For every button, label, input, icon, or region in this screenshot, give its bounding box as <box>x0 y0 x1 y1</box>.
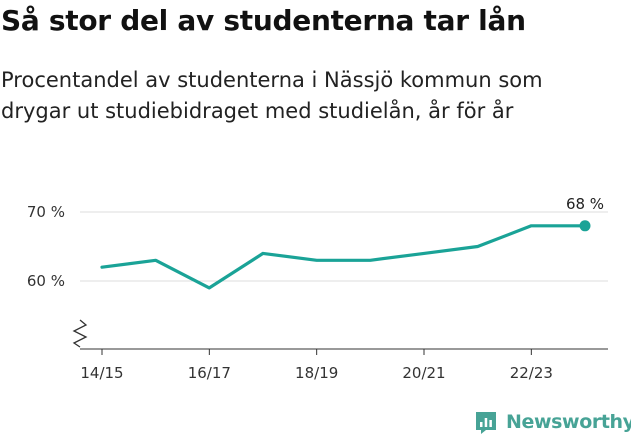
end-value-label: 68 % <box>566 195 604 213</box>
x-tick-label: 22/23 <box>510 364 553 382</box>
line-chart: 60 % 70 % 14/15 16/17 18/19 20/21 22/23 68 % <box>27 195 608 382</box>
subtitle-line-2: drygar ut studiebidraget med studielån, … <box>1 99 514 123</box>
end-point <box>579 220 591 232</box>
series-line <box>100 224 587 290</box>
y-tick-label: 70 % <box>27 203 65 221</box>
chart-title: Så stor del av studenterna tar lån <box>1 4 526 37</box>
brand-name: Newsworthy <box>506 411 631 433</box>
axis-break-icon <box>72 319 88 348</box>
chart-subtitle: Procentandel av studenterna i Nässjö kom… <box>1 65 601 127</box>
x-tick-label: 18/19 <box>295 364 338 382</box>
x-tick-label: 14/15 <box>80 364 123 382</box>
x-tick-label: 16/17 <box>188 364 231 382</box>
brand: Newsworthy <box>474 405 631 439</box>
subtitle-line-1: Procentandel av studenterna i Nässjö kom… <box>1 68 543 92</box>
x-tick-label: 20/21 <box>402 364 445 382</box>
newsworthy-logo-icon <box>476 412 496 434</box>
y-tick-label: 60 % <box>27 272 65 290</box>
